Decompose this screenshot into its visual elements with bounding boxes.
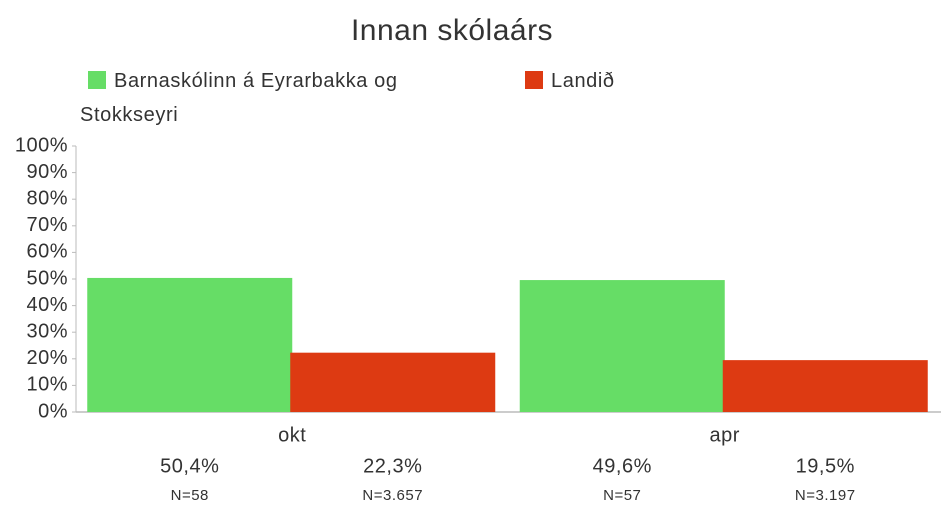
value-label: 22,3% [363,455,422,477]
y-tick-label: 100% [15,134,68,156]
chart-title: Innan skólaárs [351,14,553,47]
y-tick-label: 40% [26,294,68,316]
value-label: 19,5% [796,455,855,477]
legend-swatch [88,71,106,89]
x-tick-label: okt [278,424,306,446]
y-tick-label: 10% [26,374,68,396]
y-tick-label: 0% [38,400,68,422]
y-tick-label: 20% [26,347,68,369]
bar [290,352,496,412]
legend-label: Landið [551,70,615,92]
y-tick-label: 90% [26,161,68,183]
n-label: N=3.657 [362,487,423,504]
n-label: N=58 [171,487,209,504]
bar [722,360,928,412]
y-tick-label: 50% [26,267,68,289]
value-label: 50,4% [160,455,219,477]
n-label: N=3.197 [795,487,856,504]
bar [519,280,725,412]
bar [87,277,293,412]
y-tick-label: 30% [26,320,68,342]
legend-swatch [525,71,543,89]
x-tick-label: apr [710,424,740,446]
y-tick-label: 70% [26,214,68,236]
y-tick-label: 60% [26,241,68,263]
legend-item: Barnaskólinn á Eyrarbakka og Stokkseyri [80,64,430,132]
y-tick-label: 80% [26,187,68,209]
legend-item: Landið [525,64,615,98]
value-label: 49,6% [593,455,652,477]
n-label: N=57 [603,487,641,504]
legend-label: Barnaskólinn á Eyrarbakka og Stokkseyri [80,70,398,126]
